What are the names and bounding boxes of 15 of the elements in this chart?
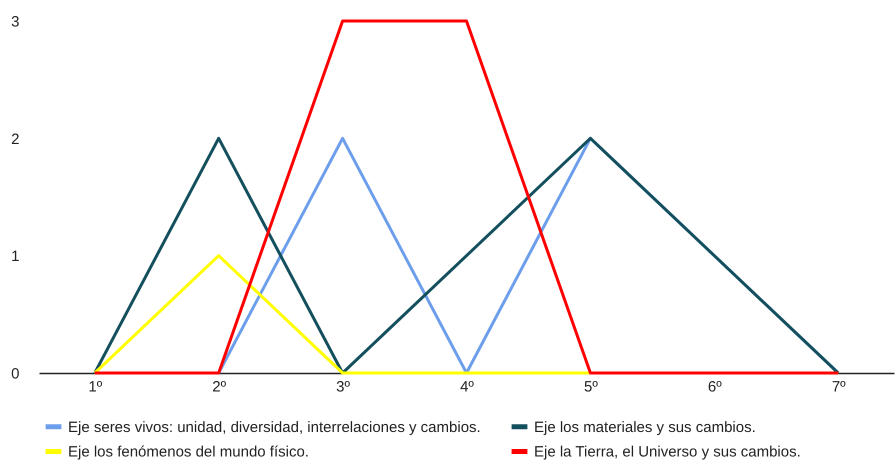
x-tick-label: 4º xyxy=(460,378,474,396)
x-tick-label: 1º xyxy=(88,378,103,396)
legend-label: Eje la Tierra, el Universo y sus cambios. xyxy=(534,444,801,460)
x-tick-label: 3º xyxy=(336,378,351,396)
legend-label: Eje seres vivos: unidad, diversidad, interrelaciones y cambios. xyxy=(68,418,481,436)
y-tick-label: 2 xyxy=(11,130,20,148)
x-tick-label: 7º xyxy=(832,378,846,396)
y-tick-label: 1 xyxy=(11,248,20,266)
legend-label: Eje los fenómenos del mundo físico. xyxy=(68,444,309,460)
legend-label: Eje los materiales y sus cambios. xyxy=(534,418,756,436)
y-tick-label: 3 xyxy=(11,14,20,30)
x-tick-label: 6º xyxy=(708,378,722,396)
x-tick-label: 5º xyxy=(584,378,598,396)
x-tick-label: 2º xyxy=(212,378,227,396)
y-tick-label: 0 xyxy=(11,366,20,382)
